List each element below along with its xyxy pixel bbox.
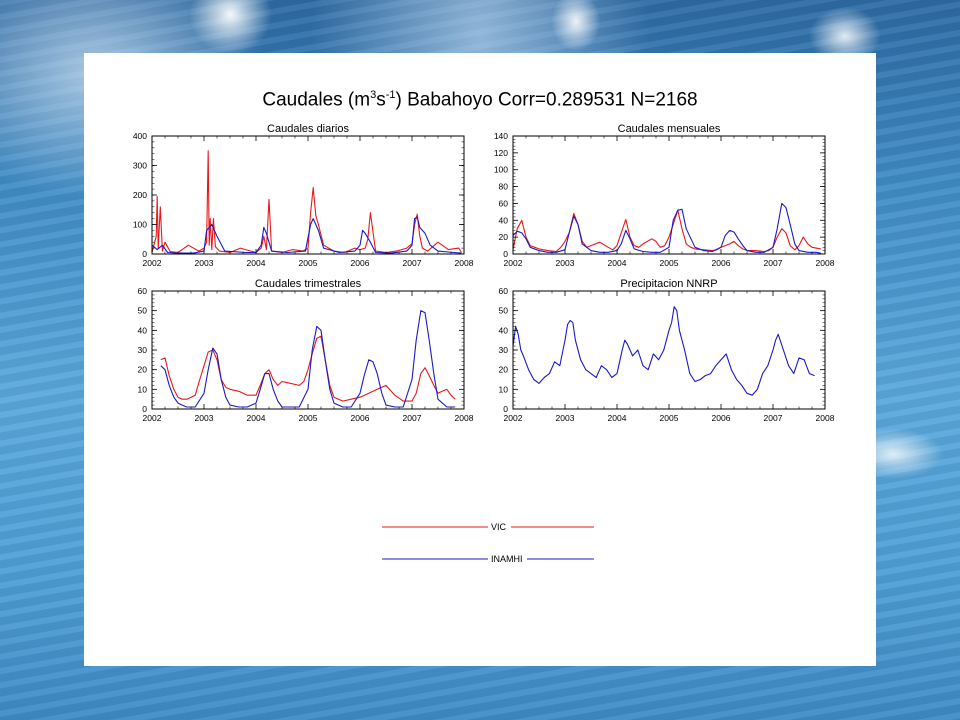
series-line-inamhi [160,310,456,408]
x-tick-label: 2007 [403,258,422,268]
chart-title: Precipitacion NNRP [620,278,717,290]
x-tick-label: 2003 [556,413,575,423]
y-tick-label: 100 [494,165,508,175]
y-tick-label: 20 [499,232,509,242]
chart-title: Caudales trimestrales [255,278,362,290]
x-tick-label: 2007 [764,413,783,423]
chart-4: Precipitacion NNRP 2002 2003 2004 2005 2006 20… [499,278,835,423]
x-tick-label: 2003 [556,258,575,268]
y-tick-label: 60 [138,286,148,296]
plot-frame [512,290,826,410]
y-tick-label: 30 [138,345,148,355]
chart-2: Caudales mensuales 2002 2003 2004 2005 2006 20… [494,123,835,268]
x-tick-label: 2004 [608,413,627,423]
y-tick-label: 300 [133,161,147,171]
y-tick-label: 120 [494,148,508,158]
figure-title: Caudales (m3s-1) Babahoyo Corr=0.289531 … [84,89,876,111]
y-tick-label: 50 [138,306,148,316]
x-tick-label: 2003 [195,258,214,268]
series-line-inamhi [512,202,821,254]
x-tick-label: 2006 [712,258,731,268]
title-suffix: ) Babahoyo Corr=0.289531 N=2168 [395,89,698,111]
x-tick-label: 2008 [816,413,835,423]
y-tick-label: 60 [499,286,509,296]
chart-title: Caudales mensuales [618,123,721,135]
title-sup-minus1: -1 [385,89,396,101]
chart-title: Caudales diarios [267,123,349,135]
x-tick-label: 2004 [247,258,266,268]
y-tick-label: 0 [142,249,147,259]
y-tick-label: 400 [133,131,147,141]
y-tick-label: 80 [499,182,509,192]
y-tick-label: 20 [499,365,509,375]
series-line-inamhi [151,216,462,254]
series-line-vic [512,209,821,253]
y-tick-label: 10 [138,384,148,394]
figure-panel: Caudales diarios 2002 2003 2004 2005 2006 2007… [84,53,876,666]
y-tick-label: 140 [494,131,508,141]
series-line-vic [160,335,456,402]
x-tick-label: 2007 [764,258,783,268]
y-tick-label: 40 [499,325,509,335]
y-tick-label: 50 [499,306,509,316]
x-tick-label: 2007 [403,413,422,423]
legend: VIC INAMHI [382,522,594,564]
y-tick-label: 20 [138,365,148,375]
y-tick-label: 0 [503,404,508,414]
series-line-vic [151,150,462,254]
x-tick-label: 2005 [299,413,318,423]
x-tick-label: 2006 [351,413,370,423]
legend-label-vic: VIC [491,522,507,532]
y-tick-label: 10 [499,384,509,394]
figure-svg: Caudales diarios 2002 2003 2004 2005 2006 2007… [133,123,835,564]
chart-1: Caudales diarios 2002 2003 2004 2005 2006 2007… [133,123,474,268]
x-tick-label: 2006 [712,413,731,423]
y-tick-label: 60 [499,198,509,208]
x-tick-label: 2004 [247,413,266,423]
y-tick-label: 200 [133,190,147,200]
title-sup-3: 3 [370,89,377,101]
x-tick-label: 2002 [143,413,162,423]
x-tick-label: 2005 [660,413,679,423]
x-tick-label: 2005 [660,258,679,268]
x-tick-label: 2005 [299,258,318,268]
x-tick-label: 2008 [455,413,474,423]
x-tick-label: 2004 [608,258,627,268]
y-tick-label: 100 [133,220,147,230]
y-tick-label: 0 [503,249,508,259]
y-tick-label: 40 [499,215,509,225]
y-tick-label: 40 [138,325,148,335]
y-tick-label: 0 [142,404,147,414]
x-tick-label: 2002 [504,413,523,423]
x-tick-label: 2003 [195,413,214,423]
x-tick-label: 2002 [143,258,162,268]
y-tick-label: 30 [499,345,509,355]
legend-label-inamhi: INAMHI [491,554,523,564]
x-tick-label: 2008 [816,258,835,268]
x-tick-label: 2006 [351,258,370,268]
x-tick-label: 2008 [455,258,474,268]
x-tick-label: 2002 [504,258,523,268]
title-mid: s [376,89,386,111]
title-prefix: Caudales (m [262,89,371,111]
series-line-inamhi [512,306,815,396]
